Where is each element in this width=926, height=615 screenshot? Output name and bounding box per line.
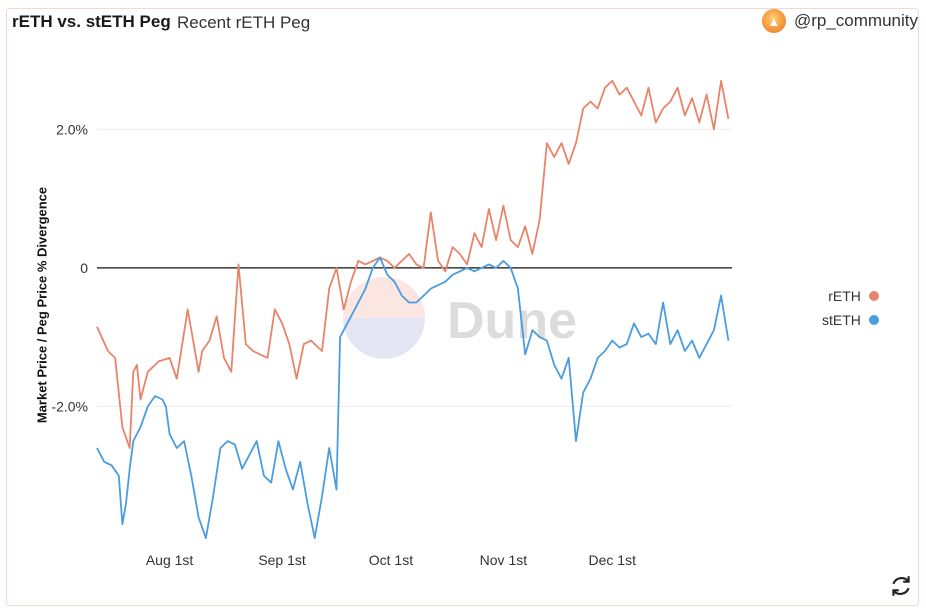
legend-swatch-reth [868, 291, 879, 301]
x-tick-label: Sep 1st [258, 552, 306, 568]
dune-watermark: Dune [343, 277, 577, 359]
chart-subtitle: Recent rETH Peg [177, 13, 311, 32]
chart-title: rETH vs. stETH Peg [12, 12, 171, 31]
x-tick-label: Aug 1st [146, 552, 194, 568]
legend-label: stETH [822, 312, 861, 328]
reth-series-line [96, 79, 730, 449]
x-tick-label: Nov 1st [480, 552, 528, 568]
watermark-text: Dune [447, 292, 577, 350]
refresh-icon[interactable] [888, 573, 914, 599]
legend-item-steth[interactable]: stETH [822, 308, 879, 332]
chart-card [6, 8, 919, 606]
steth-series-line [96, 256, 730, 539]
y-tick-label: 0 [80, 260, 88, 276]
author-badge[interactable]: ▲ @rp_community [761, 9, 918, 33]
legend-swatch-steth [868, 315, 879, 325]
author-name[interactable]: @rp_community [793, 11, 918, 30]
legend-label: rETH [828, 288, 861, 304]
x-tick-label: Dec 1st [589, 552, 637, 568]
x-tick-label: Oct 1st [369, 552, 413, 568]
legend-item-reth[interactable]: rETH [822, 284, 879, 308]
rocket-icon: ▲ [761, 9, 786, 33]
y-tick-label: 2.0% [56, 121, 88, 137]
legend: rETH stETH [822, 284, 879, 332]
y-tick-label: -2.0% [51, 398, 88, 414]
